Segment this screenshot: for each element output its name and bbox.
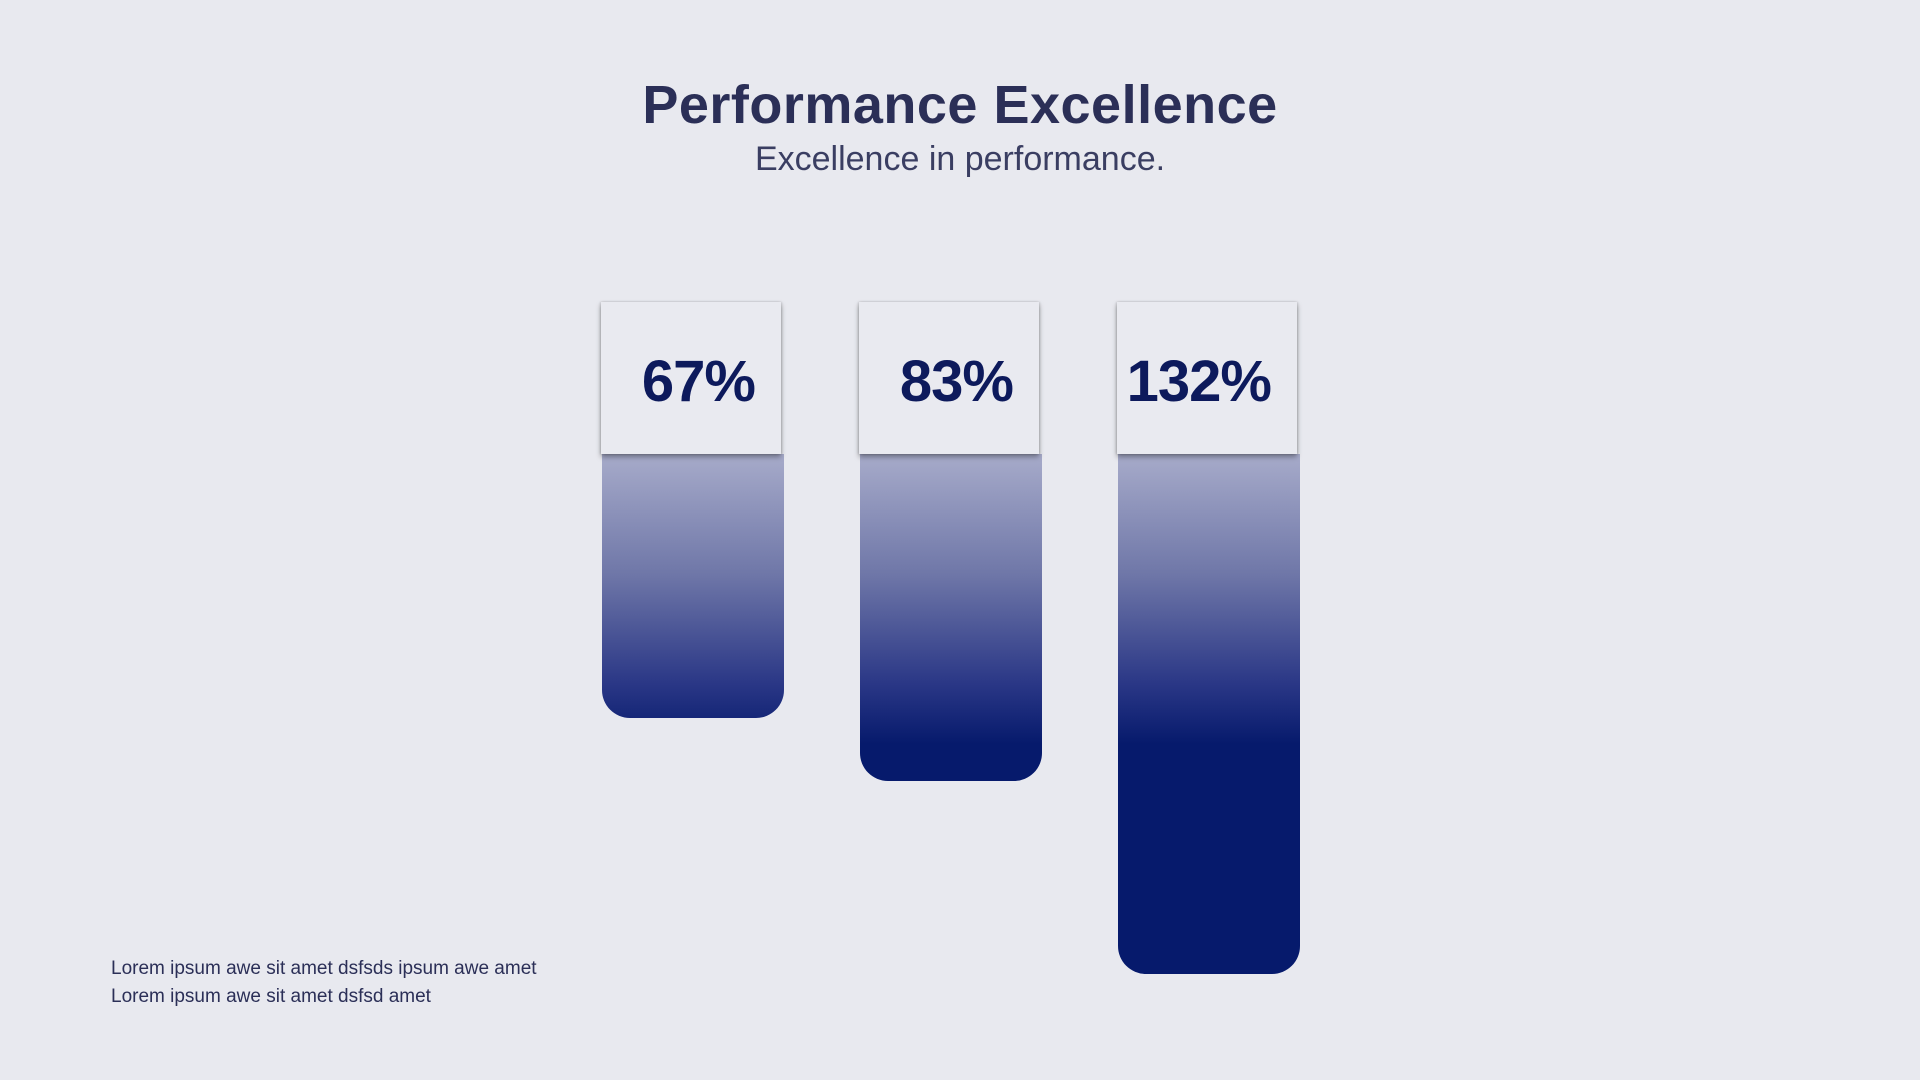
- chart-title: Performance Excellence: [642, 75, 1278, 135]
- bar-label-box: 67%: [601, 302, 781, 454]
- bar-value-label: 67%: [641, 349, 756, 414]
- bar-value-label: 132%: [1126, 349, 1272, 414]
- bar: [602, 454, 784, 718]
- bar: [1118, 454, 1300, 974]
- footnote-line-1: Lorem ipsum awe sit amet dsfsds ipsum aw…: [111, 958, 537, 979]
- bar: [860, 454, 1042, 781]
- footnote-line-2: Lorem ipsum awe sit amet dsfsd amet: [111, 986, 431, 1007]
- chart-subtitle: Excellence in performance.: [754, 140, 1166, 178]
- bar-label-box: 83%: [859, 302, 1039, 454]
- bar-value-label: 83%: [899, 349, 1014, 414]
- bar-label-box: 132%: [1117, 302, 1297, 454]
